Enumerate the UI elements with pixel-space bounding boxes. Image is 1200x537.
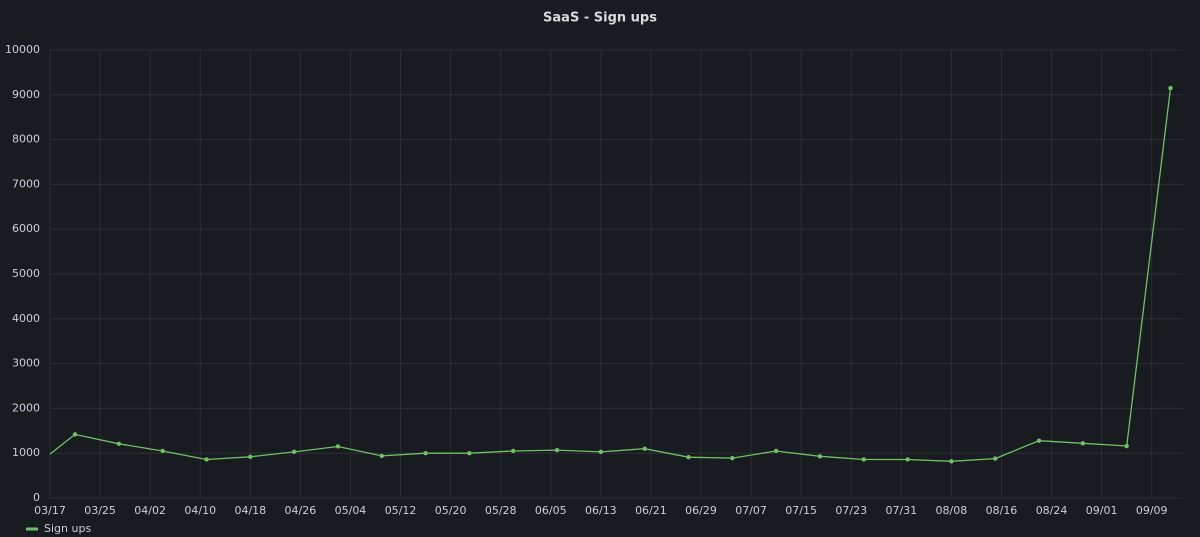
data-point <box>423 451 428 456</box>
y-tick-label: 7000 <box>12 177 40 190</box>
x-tick-label: 09/09 <box>1136 504 1168 517</box>
y-tick-label: 4000 <box>12 312 40 325</box>
x-tick-label: 07/31 <box>885 504 917 517</box>
data-point <box>905 457 910 462</box>
x-tick-label: 04/10 <box>184 504 216 517</box>
x-tick-label: 07/07 <box>735 504 767 517</box>
data-point <box>993 456 998 461</box>
data-point <box>598 449 604 455</box>
data-point <box>204 457 209 462</box>
x-tick-label: 07/23 <box>835 504 867 517</box>
x-tick-label: 03/25 <box>84 504 116 517</box>
data-point <box>116 441 122 446</box>
data-point <box>642 446 647 451</box>
x-tick-label: 07/15 <box>785 504 817 517</box>
data-point <box>160 448 165 454</box>
data-point <box>291 449 297 455</box>
data-point <box>817 454 823 459</box>
x-tick-label: 06/21 <box>635 504 667 517</box>
x-tick-label: 05/28 <box>485 504 517 517</box>
x-tick-label: 08/24 <box>1036 504 1068 517</box>
data-point <box>949 459 954 464</box>
y-tick-label: 2000 <box>12 401 40 414</box>
x-tick-label: 06/13 <box>585 504 617 517</box>
data-point <box>730 455 735 461</box>
y-tick-label: 3000 <box>12 357 40 370</box>
y-tick-label: 8000 <box>12 133 40 146</box>
plot-area <box>29 85 1173 471</box>
data-point <box>1124 443 1129 449</box>
data-point <box>248 454 253 459</box>
x-tick-label: 08/16 <box>986 504 1018 517</box>
data-point <box>1080 441 1086 446</box>
x-tick-label: 03/17 <box>34 504 66 517</box>
x-tick-label: 04/26 <box>285 504 317 517</box>
x-tick-label: 04/02 <box>134 504 166 517</box>
x-tick-label: 09/01 <box>1086 504 1118 517</box>
x-tick-label: 05/12 <box>385 504 417 517</box>
data-point <box>467 451 472 456</box>
data-point <box>29 467 33 471</box>
x-tick-label: 06/05 <box>535 504 567 517</box>
x-tick-label: 04/18 <box>234 504 266 517</box>
y-tick-label: 5000 <box>12 267 40 280</box>
data-point <box>511 448 516 454</box>
data-point <box>686 455 691 460</box>
data-point <box>1168 85 1173 91</box>
data-point <box>72 432 78 437</box>
x-tick-label: 05/04 <box>335 504 367 517</box>
y-tick-label: 10000 <box>5 43 40 56</box>
y-tick-label: 1000 <box>12 446 40 459</box>
x-tick-label: 05/20 <box>435 504 467 517</box>
data-point <box>1036 438 1042 443</box>
data-point <box>861 457 866 462</box>
y-tick-label: 9000 <box>12 88 40 101</box>
data-point <box>773 448 779 454</box>
data-point <box>554 447 560 453</box>
legend-label: Sign ups <box>44 522 91 535</box>
data-point <box>379 453 384 459</box>
y-tick-label: 0 <box>33 491 40 504</box>
x-tick-label: 08/08 <box>936 504 968 517</box>
y-tick-label: 6000 <box>12 222 40 235</box>
chart-title: SaaS - Sign ups <box>543 11 657 26</box>
data-point <box>335 444 341 449</box>
x-tick-label: 06/29 <box>685 504 717 517</box>
